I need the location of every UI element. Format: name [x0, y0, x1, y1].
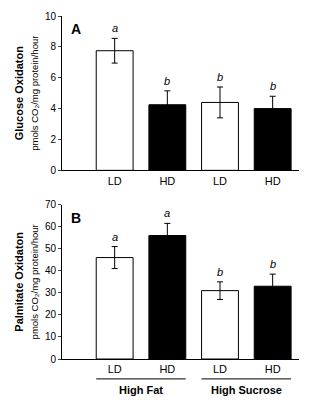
svg-text:50: 50 [45, 243, 57, 254]
svg-text:HD: HD [159, 175, 175, 187]
svg-text:b: b [164, 75, 170, 87]
svg-text:LD: LD [213, 363, 227, 375]
svg-text:b: b [270, 80, 276, 92]
svg-text:a: a [112, 231, 118, 243]
svg-text:HD: HD [265, 363, 281, 375]
svg-text:A: A [71, 21, 81, 37]
svg-text:a: a [112, 22, 118, 34]
svg-text:6: 6 [50, 72, 56, 83]
svg-text:60: 60 [45, 221, 57, 232]
svg-text:20: 20 [45, 309, 57, 320]
svg-text:LD: LD [108, 175, 122, 187]
svg-text:0: 0 [50, 165, 56, 176]
svg-text:High Sucrose: High Sucrose [211, 384, 282, 396]
svg-text:2: 2 [50, 134, 56, 145]
svg-text:10: 10 [45, 331, 57, 342]
svg-text:HD: HD [159, 363, 175, 375]
svg-text:40: 40 [45, 265, 57, 276]
svg-text:8: 8 [50, 41, 56, 52]
svg-text:Palmitate Oxidatonpmols CO₂/mg: Palmitate Oxidatonpmols CO₂/mg protein/h… [13, 224, 39, 339]
svg-text:30: 30 [45, 287, 57, 298]
svg-text:0: 0 [50, 354, 56, 365]
svg-text:a: a [164, 207, 170, 219]
svg-text:70: 70 [45, 199, 57, 210]
svg-text:b: b [270, 258, 276, 270]
svg-text:b: b [217, 266, 223, 278]
svg-text:10: 10 [45, 11, 57, 22]
svg-text:4: 4 [50, 103, 56, 114]
svg-text:HD: HD [265, 175, 281, 187]
svg-text:B: B [71, 210, 81, 226]
svg-text:b: b [217, 71, 223, 83]
svg-text:LD: LD [108, 363, 122, 375]
svg-text:LD: LD [213, 175, 227, 187]
svg-text:Glucose Oxidatonpmols CO₂/mg p: Glucose Oxidatonpmols CO₂/mg protein/hou… [13, 36, 39, 151]
svg-text:High Fat: High Fat [119, 384, 163, 396]
